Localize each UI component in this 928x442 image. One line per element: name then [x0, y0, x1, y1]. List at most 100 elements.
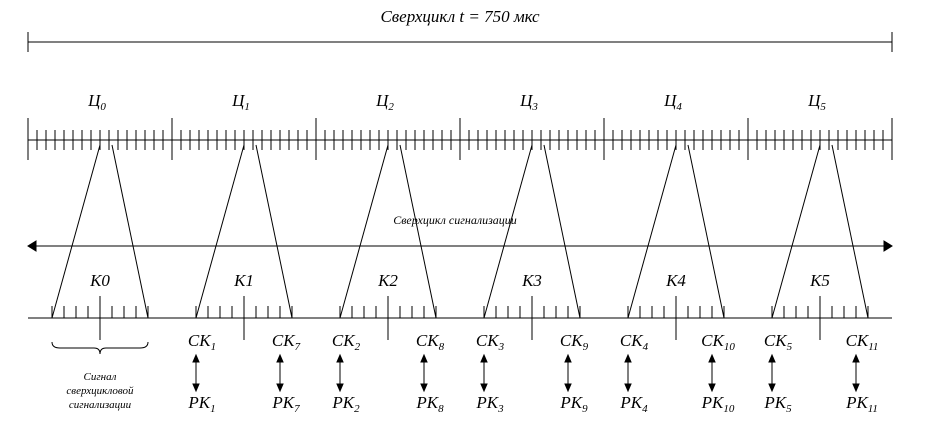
- rk-label-sub: 9: [582, 403, 588, 415]
- cycle-label: Ц1: [231, 91, 250, 113]
- cycle-label: Ц2: [375, 91, 394, 113]
- rk-label-sub: 3: [497, 403, 504, 415]
- sk-label: СК2: [332, 331, 361, 353]
- arrow-head: [480, 383, 488, 393]
- rk-label-sub: 11: [868, 403, 878, 415]
- sk-label: СК11: [846, 331, 879, 353]
- cycle-label: Ц4: [663, 91, 682, 113]
- rk-label-sub: 10: [723, 403, 735, 415]
- frame-label: К3: [521, 271, 542, 290]
- rk-label-sub: 8: [438, 403, 444, 415]
- sk-label-base: СК: [332, 331, 356, 350]
- rk-label: РК9: [559, 393, 588, 415]
- sk-label: СК4: [620, 331, 649, 353]
- arrow-head: [768, 383, 776, 393]
- sk-label-sub: 8: [439, 341, 445, 353]
- arrow-head: [336, 353, 344, 363]
- rk-label-base: РК: [331, 393, 355, 412]
- frame-label: К2: [377, 271, 398, 290]
- projection-line: [51, 144, 101, 319]
- arrow-head: [883, 240, 893, 252]
- sk-label-sub: 2: [355, 341, 361, 353]
- arrow-head: [852, 383, 860, 393]
- sk-label-sub: 11: [868, 341, 878, 353]
- sk-label-sub: 3: [498, 341, 505, 353]
- arrow-head: [276, 353, 284, 363]
- rk-label: РК4: [619, 393, 648, 415]
- projection-line: [831, 144, 869, 319]
- rk-label-sub: 5: [786, 403, 792, 415]
- rk-label: РК8: [415, 393, 444, 415]
- rk-label-base: РК: [271, 393, 295, 412]
- rk-label-base: РК: [475, 393, 499, 412]
- cycle-label-base: Ц: [663, 91, 678, 110]
- sk-label-base: СК: [272, 331, 296, 350]
- sk-label-base: СК: [476, 331, 500, 350]
- arrow-head: [336, 383, 344, 393]
- sk-label-sub: 4: [643, 341, 649, 353]
- signal-superframe-label: Сверхцикл сигнализации: [393, 213, 517, 227]
- brace-note: сигнализации: [69, 399, 132, 411]
- frame-label: К5: [809, 271, 830, 290]
- cycle-label-sub: 3: [531, 101, 538, 113]
- cycle-label-sub: 1: [244, 101, 250, 113]
- rk-label-sub: 1: [210, 403, 216, 415]
- projection-line: [771, 144, 821, 319]
- rk-label-base: РК: [559, 393, 583, 412]
- rk-label: РК3: [475, 393, 504, 415]
- sk-label: СК8: [416, 331, 445, 353]
- arrow-head: [420, 353, 428, 363]
- cycle-label-base: Ц: [231, 91, 246, 110]
- cycle-label-base: Ц: [87, 91, 102, 110]
- brace-note: сверхцикловой: [66, 385, 134, 397]
- projection-line: [687, 144, 725, 319]
- arrow-head: [192, 383, 200, 393]
- rk-label-sub: 7: [294, 403, 300, 415]
- projection-line: [627, 144, 677, 319]
- arrow-head: [624, 383, 632, 393]
- sk-label: СК3: [476, 331, 505, 353]
- arrow-head: [480, 353, 488, 363]
- rk-label-base: РК: [763, 393, 787, 412]
- projection-line: [255, 144, 293, 319]
- sk-label-sub: 7: [295, 341, 301, 353]
- cycle-label-base: Ц: [807, 91, 822, 110]
- cycle-label-base: Ц: [375, 91, 390, 110]
- sk-label: СК7: [272, 331, 301, 353]
- projection-line: [543, 144, 581, 319]
- frame-label: К4: [665, 271, 686, 290]
- frame-label: К1: [233, 271, 254, 290]
- brace: [51, 341, 149, 355]
- cycle-label-sub: 4: [676, 101, 682, 113]
- cycle-label: Ц3: [519, 91, 538, 113]
- rk-label-base: РК: [619, 393, 643, 412]
- projection-line: [483, 144, 533, 319]
- projection-line: [111, 144, 149, 319]
- sk-label: СК1: [188, 331, 216, 353]
- rk-label: РК5: [763, 393, 792, 415]
- rk-label-base: РК: [187, 393, 211, 412]
- cycle-label: Ц0: [87, 91, 106, 113]
- sk-label-base: СК: [846, 331, 870, 350]
- cycle-label-sub: 5: [820, 101, 826, 113]
- rk-label: РК1: [187, 393, 215, 415]
- sk-label-base: СК: [188, 331, 212, 350]
- rk-label-sub: 2: [354, 403, 360, 415]
- arrow-head: [192, 353, 200, 363]
- rk-label: РК2: [331, 393, 360, 415]
- rk-label: РК10: [701, 393, 735, 415]
- projection-line: [195, 144, 245, 319]
- arrow-head: [768, 353, 776, 363]
- cycle-label-base: Ц: [519, 91, 534, 110]
- rk-label: РК7: [271, 393, 300, 415]
- sk-label-base: СК: [416, 331, 440, 350]
- frame-label: К0: [89, 271, 110, 290]
- cycle-label-sub: 0: [100, 101, 106, 113]
- arrow-head: [564, 353, 572, 363]
- sk-label: СК9: [560, 331, 589, 353]
- rk-label: РК11: [845, 393, 878, 415]
- title: Сверхцикл t = 750 мкс: [380, 7, 540, 26]
- projection-line: [399, 144, 437, 319]
- sk-label-sub: 10: [724, 341, 736, 353]
